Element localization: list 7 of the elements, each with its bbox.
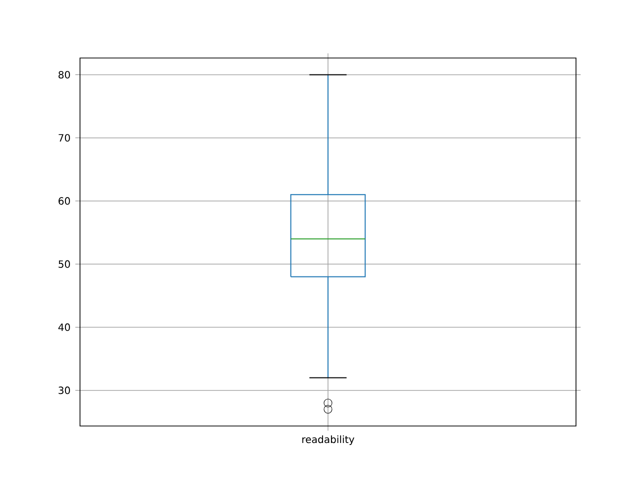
y-tick-label: 40 bbox=[58, 323, 70, 331]
y-tick-label: 30 bbox=[58, 386, 70, 394]
y-tick-label: 60 bbox=[58, 197, 70, 205]
y-tick-label: 50 bbox=[58, 260, 70, 268]
x-tick-label: readability bbox=[302, 435, 354, 446]
y-tick-label: 70 bbox=[58, 134, 70, 142]
y-tick-label: 80 bbox=[58, 70, 70, 79]
